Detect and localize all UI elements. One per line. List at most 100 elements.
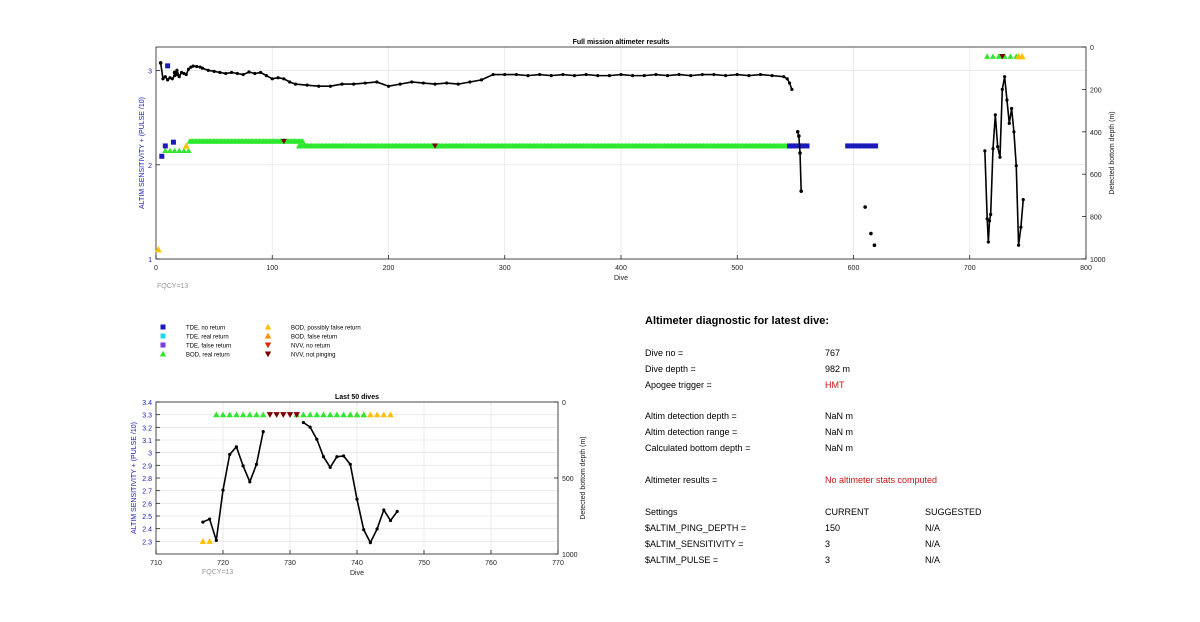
- bottom-depth-point: [996, 145, 1000, 149]
- legend-marker: [160, 342, 166, 348]
- x-tick-label: 750: [418, 560, 430, 567]
- bottom-depth-point: [308, 425, 312, 429]
- bottom-depth-point: [317, 84, 321, 88]
- bottom-depth-point: [747, 74, 751, 78]
- bottom-depth-point: [253, 71, 257, 76]
- bottom-depth-point: [163, 75, 167, 79]
- bottom-depth-point: [214, 538, 218, 542]
- bottom-depth-point: [382, 508, 386, 512]
- bottom-depth-point: [654, 72, 658, 77]
- bottom-depth-point: [254, 462, 259, 466]
- bottom-depth-point: [1012, 130, 1016, 134]
- bottom-depth-point: [1003, 75, 1007, 79]
- bottom-depth-point: [770, 74, 774, 78]
- y-left-tick-label: 2.5: [142, 514, 152, 521]
- nvv-not-pinging-marker: [280, 138, 287, 145]
- bottom-depth-point: [212, 69, 216, 73]
- tde-no-return-marker: [787, 143, 793, 149]
- y-right-tick-label: 200: [1090, 87, 1102, 94]
- y-right-axis-label: Detected bottom depth (m): [1109, 111, 1116, 194]
- bottom-depth-point: [998, 155, 1002, 159]
- bottom-depth-line: [202, 431, 264, 541]
- x-tick-label: 770: [552, 560, 564, 567]
- setting-current: 3: [825, 555, 831, 565]
- bottom-depth-point: [584, 72, 588, 77]
- bottom-depth-point: [305, 83, 309, 87]
- bod-real-marker: [306, 411, 314, 418]
- bod-real-marker: [260, 411, 267, 418]
- bottom-depth-point: [355, 497, 359, 501]
- bottom-depth-point: [248, 480, 252, 484]
- bod-possibly-false-marker: [182, 142, 190, 149]
- bottom-depth-point: [642, 74, 646, 78]
- bottom-depth-point: [200, 66, 205, 70]
- x-tick-label: 500: [731, 265, 743, 272]
- bottom-depth-point: [1000, 87, 1004, 91]
- detection-depth-label: Altim detection depth =: [645, 411, 737, 421]
- bottom-depth-point: [677, 72, 681, 77]
- y-left-axis-label: ALTIM SENSITIVITY + (PULSE /10): [131, 422, 138, 534]
- bottom-depth-point: [352, 82, 356, 86]
- legend-marker: [160, 324, 166, 330]
- y-right-tick-label: 500: [562, 476, 574, 483]
- bottom-depth-line: [159, 62, 793, 90]
- y-left-tick-label: 3.4: [142, 400, 152, 407]
- bod-real-marker: [360, 411, 367, 418]
- legend-label: BOD, possibly false return: [291, 326, 361, 332]
- bod-real-marker: [219, 411, 227, 418]
- bottom-depth-point: [607, 74, 611, 78]
- legend-label: NVV, no return: [291, 344, 330, 350]
- bod-real-marker: [313, 411, 320, 418]
- setting-name: $ALTIM_SENSITIVITY =: [645, 539, 744, 549]
- bod-real-marker: [213, 411, 220, 418]
- tde-no-return-marker: [165, 63, 171, 69]
- bottom-depth-point: [1021, 198, 1025, 202]
- bottom-depth-point: [175, 72, 179, 77]
- bottom-depth-point: [375, 80, 379, 84]
- nvv-not-pinging-marker: [999, 54, 1006, 60]
- bottom-depth-point: [335, 455, 339, 459]
- bottom-depth-point: [241, 464, 245, 468]
- bottom-depth-point: [177, 75, 181, 79]
- x-tick-label: 200: [383, 265, 395, 272]
- bottom-depth-point: [700, 72, 704, 77]
- bottom-depth-point: [247, 70, 251, 74]
- tde-no-return-marker: [859, 143, 865, 149]
- y-left-tick-label: 2.7: [142, 489, 152, 496]
- bottom-depth-point: [363, 81, 367, 85]
- y-left-tick-label: 2.4: [142, 527, 152, 534]
- setting-name: $ALTIM_PING_DEPTH =: [645, 523, 747, 533]
- y-left-tick-label: 3.1: [142, 438, 152, 445]
- bottom-depth-point: [340, 82, 344, 86]
- x-tick-label: 300: [499, 265, 511, 272]
- legend-label: TDE, no return: [186, 326, 225, 332]
- bottom-depth-point: [790, 87, 794, 91]
- nvv-not-pinging-marker: [266, 412, 274, 418]
- bod-real-marker: [166, 147, 173, 154]
- bottom-depth-point: [184, 72, 188, 77]
- bottom-depth-point: [388, 518, 393, 523]
- bottom-depth-point: [270, 77, 274, 81]
- dive-no-value: 767: [825, 348, 841, 358]
- bod-possibly-false-marker: [199, 538, 207, 544]
- bottom-depth-point: [1014, 164, 1018, 168]
- bottom-depth-point: [259, 70, 263, 75]
- bottom-depth-point: [175, 68, 179, 72]
- setting-name: $ALTIM_PULSE =: [645, 555, 719, 565]
- dive-depth-value: 982 m: [825, 364, 851, 374]
- chart-title: Last 50 dives: [335, 394, 379, 401]
- bod-possibly-false-marker: [1018, 52, 1026, 60]
- bod-real-marker: [340, 411, 347, 418]
- bod-possibly-false-marker: [206, 538, 213, 544]
- bottom-depth-point: [421, 81, 425, 85]
- bod-possibly-false-marker: [373, 411, 381, 418]
- legend-marker: [264, 351, 272, 358]
- bottom-depth-point: [503, 72, 507, 77]
- detection-range-value: NaN m: [825, 427, 854, 437]
- bottom-depth-point: [758, 72, 763, 77]
- bottom-depth-point: [1019, 225, 1023, 229]
- x-tick-label: 720: [217, 560, 229, 567]
- bottom-depth-point: [282, 77, 286, 81]
- y-right-tick-label: 0: [562, 400, 566, 407]
